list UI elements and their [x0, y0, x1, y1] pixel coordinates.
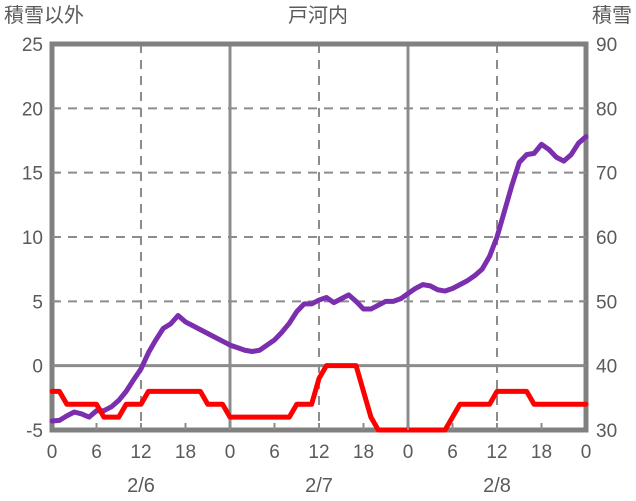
- right-axis-tick-label: 40: [596, 357, 617, 378]
- left-axis-tick-label: 25: [22, 35, 43, 56]
- left-axis-tick-label: 10: [22, 228, 43, 249]
- right-axis-tick-label: 90: [596, 35, 617, 56]
- left-axis-title: 積雪以外: [4, 4, 84, 27]
- left-axis-tick-label: 20: [22, 99, 43, 120]
- chart-title: 戸河内: [288, 4, 348, 27]
- x-axis-tick-label: 12: [130, 442, 151, 463]
- right-axis-tick-label: 70: [596, 164, 617, 185]
- x-axis-tick-label: 0: [47, 442, 58, 463]
- x-axis-tick-label: 0: [581, 442, 592, 463]
- x-axis-tick-label: 6: [447, 442, 458, 463]
- right-axis-tick-label: 30: [596, 421, 617, 442]
- right-axis-tick-label: 50: [596, 292, 617, 313]
- x-axis-tick-label: 18: [175, 442, 196, 463]
- right-axis-tick-label: 60: [596, 228, 617, 249]
- x-axis-tick-label: 6: [91, 442, 102, 463]
- x-axis-tick-label: 0: [225, 442, 236, 463]
- x-axis-tick-label: 12: [486, 442, 507, 463]
- left-axis-tick-label: -5: [26, 421, 43, 442]
- x-axis-date-label: 2/7: [305, 475, 333, 497]
- x-axis-tick-label: 18: [353, 442, 374, 463]
- right-axis-tick-label: 80: [596, 99, 617, 120]
- x-axis-tick-label: 12: [308, 442, 329, 463]
- x-axis-date-label: 2/6: [127, 475, 155, 497]
- x-axis-tick-label: 0: [403, 442, 414, 463]
- series-line-precipitation: [49, 363, 589, 433]
- x-axis-date-label: 2/8: [483, 475, 511, 497]
- series-line-snow-depth: [49, 134, 589, 424]
- right-axis-title: 積雪: [592, 4, 632, 27]
- x-axis-tick-label: 6: [269, 442, 280, 463]
- left-axis-tick-label: 5: [32, 292, 43, 313]
- left-axis-tick-label: 0: [32, 357, 43, 378]
- x-axis-tick-label: 18: [531, 442, 552, 463]
- series-layer: [49, 134, 589, 433]
- left-axis-tick-label: 15: [22, 164, 43, 185]
